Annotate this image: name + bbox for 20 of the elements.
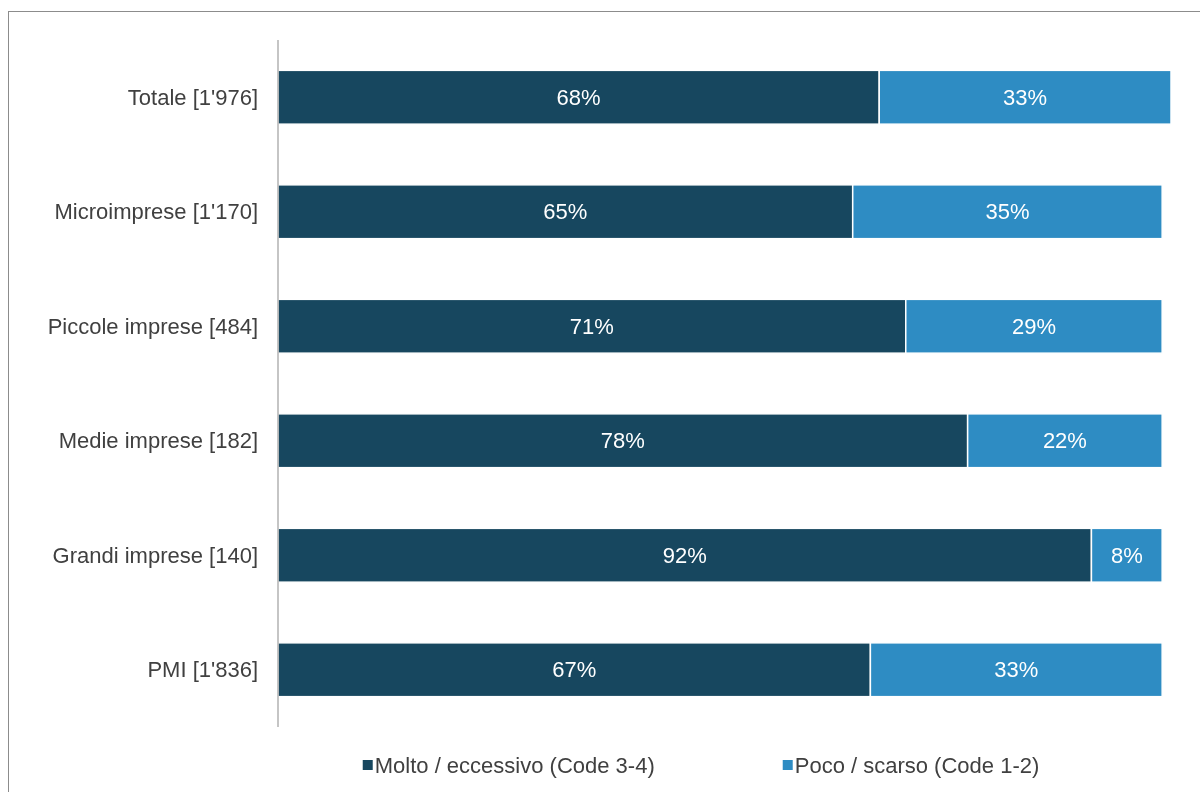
data-label: 78% <box>600 428 645 454</box>
y-tick-label: Microimprese [1'170] <box>54 199 258 225</box>
data-label: 65% <box>543 199 588 225</box>
y-tick-label: Piccole imprese [484] <box>47 313 258 339</box>
data-label: 22% <box>1042 428 1087 454</box>
data-label: 71% <box>569 313 614 339</box>
data-label: 8% <box>1110 542 1143 568</box>
data-label: 67% <box>552 657 597 683</box>
data-label: 35% <box>985 199 1030 225</box>
data-label: 92% <box>662 542 707 568</box>
y-tick-label: PMI [1'836] <box>147 657 258 683</box>
y-tick-label: Totale [1'976] <box>127 84 258 110</box>
data-label: 29% <box>1011 313 1056 339</box>
data-label: 33% <box>994 657 1039 683</box>
legend-label: Poco / scarso (Code 1-2) <box>794 752 1040 778</box>
data-label: 68% <box>556 84 601 110</box>
legend-label: Molto / eccessivo (Code 3-4) <box>374 752 655 778</box>
y-tick-label: Medie imprese [182] <box>58 428 258 454</box>
data-label: 33% <box>1003 84 1048 110</box>
y-tick-label: Grandi imprese [140] <box>52 542 258 568</box>
